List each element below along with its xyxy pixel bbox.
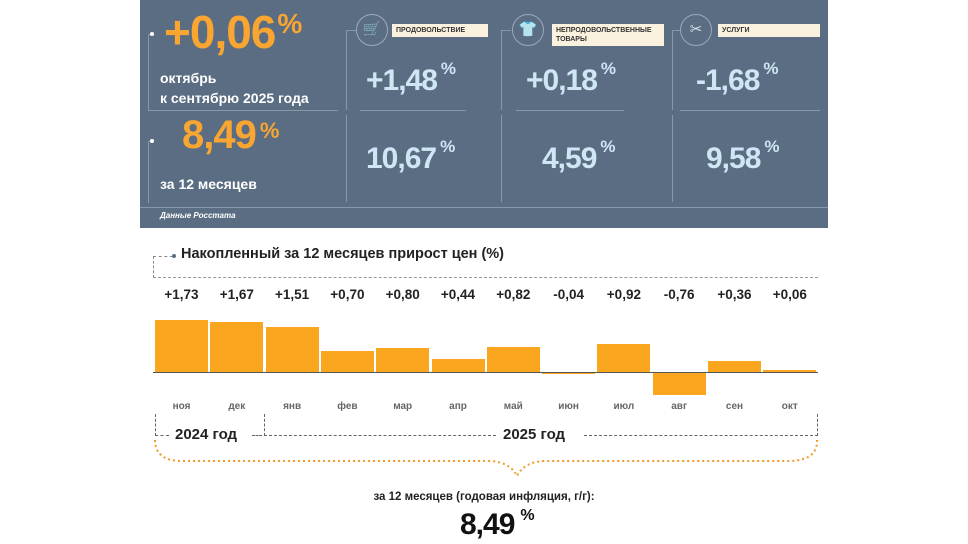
category-label: ПРОДОВОЛЬСТВИЕ <box>392 24 488 37</box>
value-label: +0,80 <box>385 287 420 302</box>
month-label: янв <box>283 401 302 412</box>
bar-апр <box>431 358 485 372</box>
category-label: УСЛУГИ <box>718 24 820 37</box>
baseline <box>153 372 818 373</box>
value-label: -0,04 <box>553 287 584 302</box>
bar-дек <box>210 321 264 372</box>
footer-caption: за 12 месяцев (годовая инфляция, г/г): <box>373 491 595 503</box>
month-label: июн <box>558 401 579 412</box>
annual-value: 4,59% <box>542 137 616 175</box>
annual-value: 10,67% <box>366 137 455 175</box>
month-label: июл <box>613 401 635 412</box>
value-label: +1,67 <box>219 287 254 302</box>
value-label: +0,36 <box>717 287 752 302</box>
monthly-value: +0,18% <box>526 59 616 97</box>
monthly-caption: октябрь к сентябрю 2025 года <box>160 70 309 106</box>
month-label: сен <box>725 401 744 412</box>
bar-авг <box>652 372 706 395</box>
monthly-inflation-value: +0,06% <box>164 6 302 58</box>
bar-июл <box>597 344 651 372</box>
value-label: +0,70 <box>330 287 365 302</box>
year-label-2025: 2025 год <box>503 426 566 443</box>
bar-ноя <box>155 320 208 372</box>
month-label: фев <box>337 401 358 412</box>
shopping-cart-icon: 🛒 <box>356 14 388 46</box>
value-label: +0,44 <box>440 287 476 302</box>
bar-янв <box>265 326 319 372</box>
clothes-icon: 👕 <box>512 14 544 46</box>
month-label: дек <box>228 401 246 412</box>
month-label: апр <box>449 401 467 412</box>
month-label: мар <box>393 401 413 412</box>
annual-caption: за 12 месяцев <box>160 176 257 192</box>
annual-inflation-value: 8,49% <box>182 113 279 157</box>
month-label: май <box>503 401 523 412</box>
scissors-icon: ✂ <box>680 14 712 46</box>
value-label: +0,82 <box>496 287 531 302</box>
bar-окт <box>763 370 817 372</box>
bar-сен <box>708 361 761 372</box>
year-label-2024: 2024 год <box>175 426 238 443</box>
month-label: авг <box>671 401 688 412</box>
bar-мар <box>376 348 430 372</box>
value-label: +0,06 <box>772 287 807 302</box>
monthly-value: +1,48% <box>366 59 456 97</box>
annual-value: 9,58% <box>706 137 780 175</box>
summary-panel: +0,06% октябрь к сентябрю 2025 года 8,49%… <box>140 0 828 228</box>
source-note: Данные Росстата <box>160 211 236 220</box>
category-label: НЕПРОДОВОЛЬСТВЕННЫЕ ТОВАРЫ <box>552 24 664 46</box>
month-label: ноя <box>172 401 191 412</box>
curly-brace <box>154 440 819 479</box>
value-label: +0,92 <box>606 287 641 302</box>
bar-май <box>486 347 540 372</box>
bar-фев <box>320 351 374 372</box>
month-label: окт <box>781 401 798 412</box>
monthly-value: -1,68% <box>696 59 779 97</box>
chart-title: Накопленный за 12 месяцев прирост цен (%… <box>181 246 505 262</box>
value-label: +1,73 <box>164 287 199 302</box>
value-label: -0,76 <box>663 287 695 302</box>
value-label: +1,51 <box>275 287 310 302</box>
footer-value: 8,49% <box>460 507 535 542</box>
